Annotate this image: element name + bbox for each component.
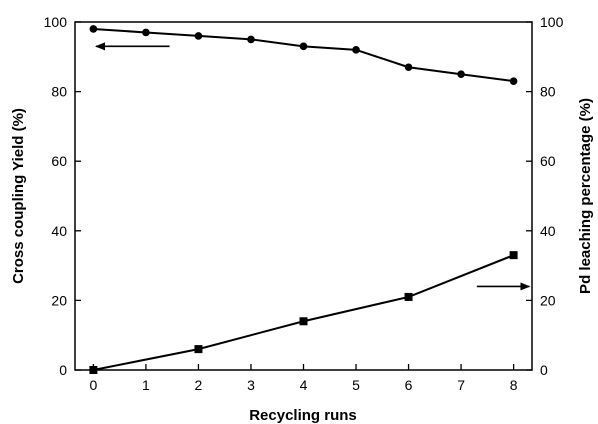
square-marker <box>509 251 518 260</box>
circle-marker <box>509 77 518 85</box>
circle-marker <box>299 42 308 51</box>
right-y-tick-label: 60 <box>540 153 556 169</box>
left-y-tick-label: 60 <box>51 153 67 169</box>
left-y-axis-title: Cross coupling Yield (%) <box>10 108 27 284</box>
circle-marker <box>247 35 255 44</box>
series-line-2 <box>93 254 514 371</box>
circle-marker <box>142 28 150 37</box>
x-axis-ticks: 0 1 2 3 4 5 6 7 8 <box>89 364 518 393</box>
right-y-axis-title: Pd leaching percentage (%) <box>577 98 594 294</box>
x-tick-label: 3 <box>247 377 255 393</box>
left-y-tick-label: 100 <box>44 14 68 30</box>
x-tick-label: 6 <box>405 377 413 393</box>
x-tick-label: 2 <box>195 377 203 393</box>
x-tick-label: 8 <box>510 377 518 393</box>
right-y-tick-label: 80 <box>540 84 556 100</box>
right-y-tick-label: 40 <box>540 223 556 239</box>
right-y-tick-label: 100 <box>540 14 564 30</box>
series-line-1 <box>93 27 514 83</box>
left-y-tick-label: 20 <box>51 292 67 308</box>
left-y-tick-label: 80 <box>51 84 67 100</box>
right-y-axis-ticks: 0 20 40 60 80 100 <box>526 14 564 378</box>
x-tick-label: 5 <box>352 377 360 393</box>
left-y-tick-label: 40 <box>51 223 67 239</box>
square-marker <box>194 345 203 354</box>
left-y-axis-ticks: 0 20 40 60 80 100 <box>44 14 81 378</box>
x-axis-title: Recycling runs <box>249 407 357 424</box>
square-marker <box>89 366 98 374</box>
x-tick-label: 7 <box>457 377 465 393</box>
x-tick-label: 0 <box>89 377 97 393</box>
circle-marker <box>404 63 413 72</box>
right-y-tick-label: 20 <box>540 292 556 308</box>
circle-marker <box>352 46 360 54</box>
square-marker <box>404 292 413 301</box>
series-layer <box>89 25 518 374</box>
circle-marker <box>89 25 98 33</box>
annotation-layer <box>95 42 531 291</box>
x-tick-label: 1 <box>142 377 150 393</box>
circle-marker <box>457 70 465 78</box>
left-y-tick-label: 0 <box>59 362 67 378</box>
right-y-tick-label: 0 <box>540 362 548 378</box>
x-tick-label: 4 <box>300 377 308 393</box>
circle-marker <box>194 32 203 40</box>
square-marker <box>299 317 308 326</box>
